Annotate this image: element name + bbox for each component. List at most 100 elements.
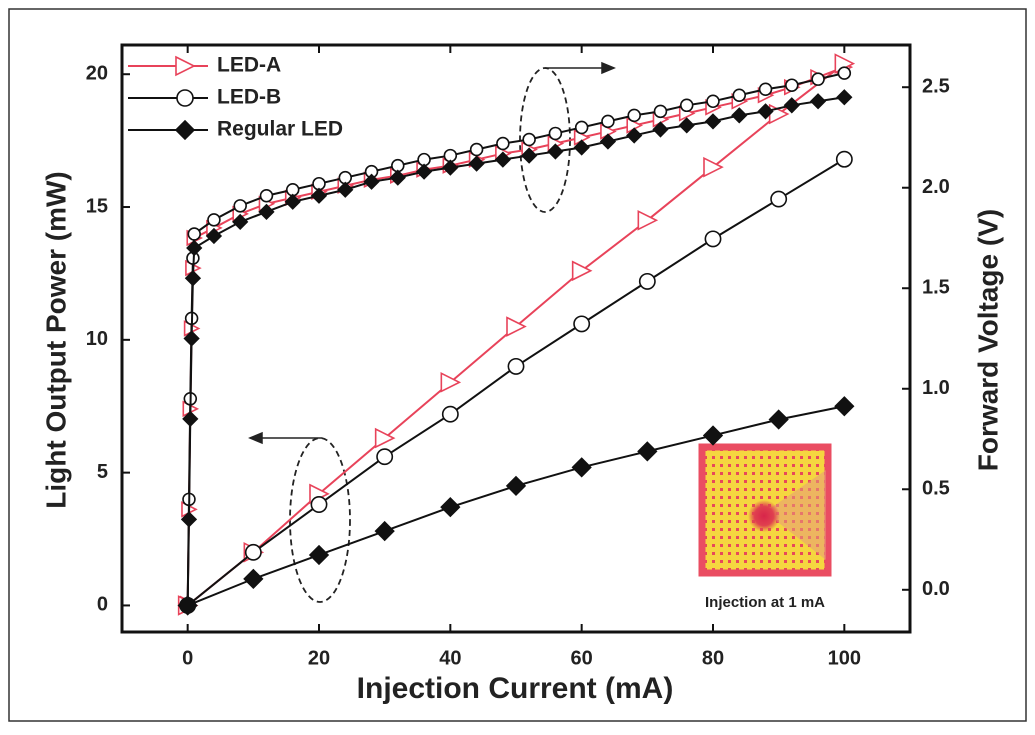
marker bbox=[310, 496, 328, 513]
marker bbox=[184, 270, 202, 287]
marker bbox=[702, 425, 724, 446]
marker bbox=[180, 511, 198, 528]
marker bbox=[183, 330, 200, 347]
marker bbox=[548, 126, 563, 141]
legend-marker bbox=[174, 119, 196, 141]
inset bbox=[698, 443, 832, 577]
marker bbox=[637, 441, 658, 462]
marker bbox=[207, 213, 221, 227]
legend-marker bbox=[175, 55, 196, 77]
y-tick-label: 10 bbox=[86, 328, 108, 350]
marker bbox=[308, 544, 330, 566]
marker bbox=[573, 139, 590, 156]
y-tick-label: 20 bbox=[86, 62, 108, 84]
marker bbox=[834, 396, 855, 417]
marker bbox=[837, 66, 852, 80]
marker bbox=[244, 543, 262, 561]
marker bbox=[505, 475, 527, 497]
marker bbox=[507, 357, 525, 375]
marker bbox=[571, 260, 593, 282]
marker bbox=[573, 315, 591, 333]
marker bbox=[337, 181, 354, 198]
marker bbox=[469, 142, 484, 157]
marker bbox=[706, 94, 720, 109]
marker bbox=[521, 147, 538, 164]
y2-tick-label: 1.0 bbox=[922, 377, 950, 399]
marker bbox=[440, 372, 462, 393]
marker bbox=[243, 568, 264, 590]
marker bbox=[785, 78, 799, 92]
marker bbox=[468, 155, 485, 172]
marker bbox=[442, 159, 459, 176]
marker bbox=[574, 120, 589, 135]
marker bbox=[374, 520, 395, 542]
marker bbox=[258, 203, 275, 220]
marker bbox=[770, 190, 788, 208]
marker bbox=[310, 187, 328, 204]
marker bbox=[233, 199, 247, 213]
marker bbox=[232, 213, 249, 231]
marker bbox=[768, 409, 789, 430]
y2-tick-label: 0.0 bbox=[922, 578, 950, 600]
marker bbox=[704, 113, 722, 130]
marker bbox=[363, 173, 380, 190]
inset-label: Injection at 1 mA bbox=[705, 594, 825, 611]
marker bbox=[376, 448, 394, 466]
marker bbox=[704, 230, 722, 248]
marker bbox=[678, 117, 695, 134]
frame bbox=[8, 8, 1027, 722]
x-tick-label: 80 bbox=[702, 647, 724, 669]
marker bbox=[637, 210, 659, 231]
y2-tick-label: 2.0 bbox=[922, 176, 950, 198]
x-tick-label: 100 bbox=[828, 647, 861, 669]
marker bbox=[496, 136, 510, 151]
marker bbox=[638, 272, 656, 290]
marker bbox=[703, 156, 724, 178]
legend-label: LED-A bbox=[217, 54, 281, 77]
marker bbox=[494, 151, 511, 168]
marker bbox=[440, 497, 461, 518]
x-tick-label: 0 bbox=[182, 647, 193, 669]
marker bbox=[732, 88, 747, 103]
y-tick-label: 5 bbox=[97, 461, 108, 483]
marker bbox=[441, 405, 459, 423]
marker bbox=[836, 89, 853, 106]
marker bbox=[653, 104, 668, 119]
marker bbox=[522, 132, 536, 147]
marker bbox=[627, 108, 641, 123]
marker bbox=[601, 114, 615, 129]
marker bbox=[783, 97, 800, 114]
marker bbox=[809, 93, 827, 110]
legend-label: Regular LED bbox=[217, 118, 343, 141]
marker bbox=[205, 227, 223, 245]
marker bbox=[415, 163, 433, 180]
marker bbox=[374, 427, 396, 449]
x-axis-title: Injection Current (mA) bbox=[357, 672, 674, 705]
marker bbox=[679, 98, 694, 113]
marker bbox=[757, 103, 774, 120]
marker bbox=[599, 133, 617, 150]
marker bbox=[259, 189, 274, 203]
marker bbox=[811, 72, 825, 86]
arrows bbox=[248, 61, 616, 445]
y-axis-title: Light Output Power (mW) bbox=[40, 171, 71, 509]
marker bbox=[187, 227, 201, 241]
marker bbox=[506, 316, 527, 337]
y-tick-label: 0 bbox=[97, 594, 108, 616]
marker bbox=[731, 107, 748, 124]
x-tick-label: 40 bbox=[439, 647, 461, 669]
legend-label: LED-B bbox=[217, 86, 281, 109]
marker bbox=[182, 410, 199, 428]
y-tick-label: 15 bbox=[86, 195, 108, 217]
marker bbox=[547, 143, 564, 160]
marker bbox=[835, 150, 853, 168]
y2-tick-label: 0.5 bbox=[922, 478, 950, 500]
marker bbox=[571, 457, 592, 478]
y2-tick-label: 2.5 bbox=[922, 75, 950, 97]
marker bbox=[284, 193, 301, 210]
x-tick-label: 60 bbox=[571, 647, 593, 669]
x-tick-label: 20 bbox=[308, 647, 330, 669]
marker bbox=[652, 121, 669, 138]
marker bbox=[758, 82, 773, 96]
